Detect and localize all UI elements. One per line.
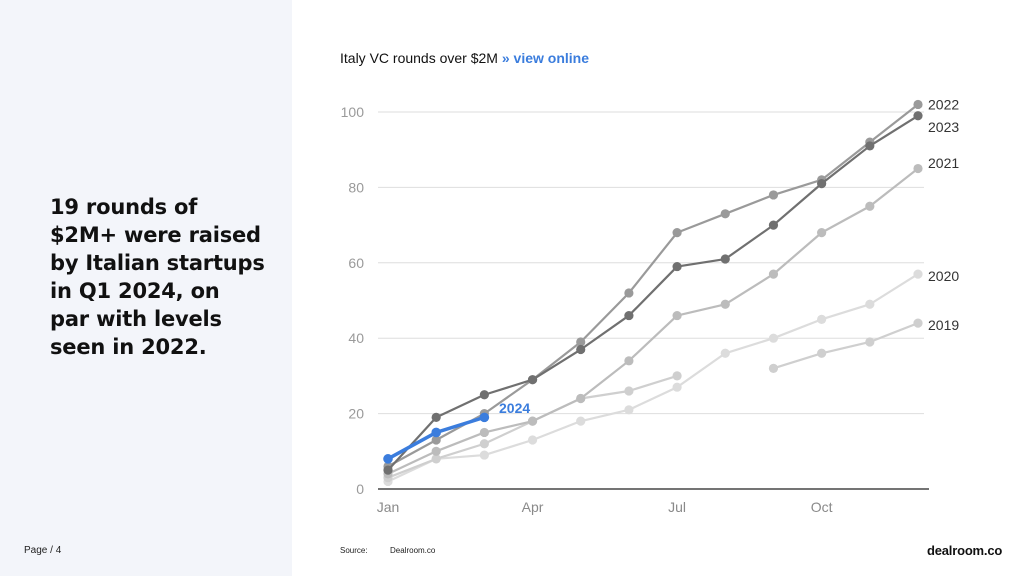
series-line-2023	[386, 114, 920, 472]
data-point-2023	[479, 390, 489, 400]
data-point-2020	[913, 318, 923, 328]
data-point-2022	[720, 209, 730, 219]
data-point-2020	[624, 386, 634, 396]
x-tick-label: Jul	[668, 499, 686, 515]
y-tick-label: 20	[348, 406, 364, 422]
series-label-2019: 2019	[928, 317, 959, 333]
data-point-2021	[913, 163, 923, 174]
data-point-2023	[720, 254, 730, 264]
data-point-2019	[768, 333, 779, 343]
data-point-2023	[527, 375, 538, 385]
x-tick-label: Apr	[522, 499, 544, 515]
data-point-2019	[865, 299, 875, 309]
data-point-2020	[479, 439, 489, 449]
brand-logo: dealroom.co	[927, 543, 1003, 558]
source-value: Dealroom.co	[390, 546, 436, 555]
series-line-2020	[386, 374, 679, 479]
x-tick-label: Oct	[811, 499, 833, 515]
y-tick-label: 0	[356, 481, 364, 497]
data-point-2021	[817, 228, 827, 238]
source-label: Source:	[340, 546, 368, 555]
data-point-2019	[672, 382, 682, 392]
data-point-2024	[431, 427, 441, 438]
view-online-separator: »	[501, 50, 510, 66]
series-label-2023: 2023	[928, 119, 959, 135]
data-point-2020	[865, 337, 875, 347]
headline: 19 rounds of $2M+ were raised by Italian…	[50, 195, 265, 359]
data-point-2020	[817, 348, 827, 358]
data-point-2021	[720, 299, 730, 309]
series-line-2020	[772, 322, 920, 370]
data-point-2022	[913, 99, 923, 110]
data-point-2019	[817, 314, 827, 324]
data-point-2019	[479, 450, 489, 460]
data-point-2022	[624, 288, 634, 298]
data-point-2023	[431, 412, 441, 422]
data-point-2024	[383, 454, 393, 464]
data-point-2019	[624, 405, 634, 415]
data-point-2023	[768, 220, 779, 230]
data-point-2022	[768, 190, 779, 200]
data-point-2021	[865, 201, 875, 211]
y-tick-label: 80	[348, 179, 364, 195]
data-point-2023	[817, 179, 827, 189]
data-point-2019	[913, 269, 923, 279]
data-point-2021	[624, 356, 634, 366]
chart-title: Italy VC rounds over $2M » view online	[340, 50, 589, 66]
data-point-2022	[672, 228, 682, 238]
data-point-2020	[768, 363, 779, 373]
data-point-2021	[527, 416, 538, 426]
data-point-2022	[576, 337, 586, 347]
data-point-2019	[720, 348, 730, 358]
view-online-link[interactable]: view online	[513, 50, 590, 66]
data-point-2021	[576, 393, 586, 404]
data-point-2019	[527, 435, 538, 445]
series-line-2021	[386, 167, 920, 476]
data-point-2023	[913, 111, 923, 121]
y-tick-label: 100	[341, 104, 365, 120]
left-panel: 19 rounds of $2M+ were raised by Italian…	[0, 0, 292, 576]
data-point-2019	[576, 416, 586, 426]
data-point-2020	[431, 454, 441, 464]
series-label-2020: 2020	[928, 268, 959, 284]
data-point-2021	[431, 446, 441, 456]
data-point-2020	[672, 371, 682, 381]
data-point-2022	[431, 435, 441, 445]
series-label-2022: 2022	[928, 96, 959, 112]
data-point-2023	[383, 465, 393, 475]
series-line-2022	[386, 103, 920, 468]
y-tick-label: 60	[348, 255, 364, 271]
data-point-2021	[672, 310, 682, 321]
data-point-2021	[768, 269, 779, 279]
data-point-2023	[576, 344, 586, 355]
data-point-2021	[479, 427, 489, 438]
page-number: Page / 4	[24, 545, 62, 556]
data-point-2024	[479, 412, 490, 423]
series-line-2019	[386, 273, 920, 483]
series-label-2024: 2024	[499, 400, 530, 416]
chart-title-text: Italy VC rounds over $2M	[340, 50, 498, 66]
data-point-2023	[624, 310, 634, 321]
data-point-2023	[672, 261, 682, 272]
y-tick-label: 40	[348, 330, 364, 346]
series-label-2021: 2021	[928, 155, 959, 171]
x-tick-label: Jan	[377, 499, 400, 515]
data-point-2023	[865, 141, 875, 151]
